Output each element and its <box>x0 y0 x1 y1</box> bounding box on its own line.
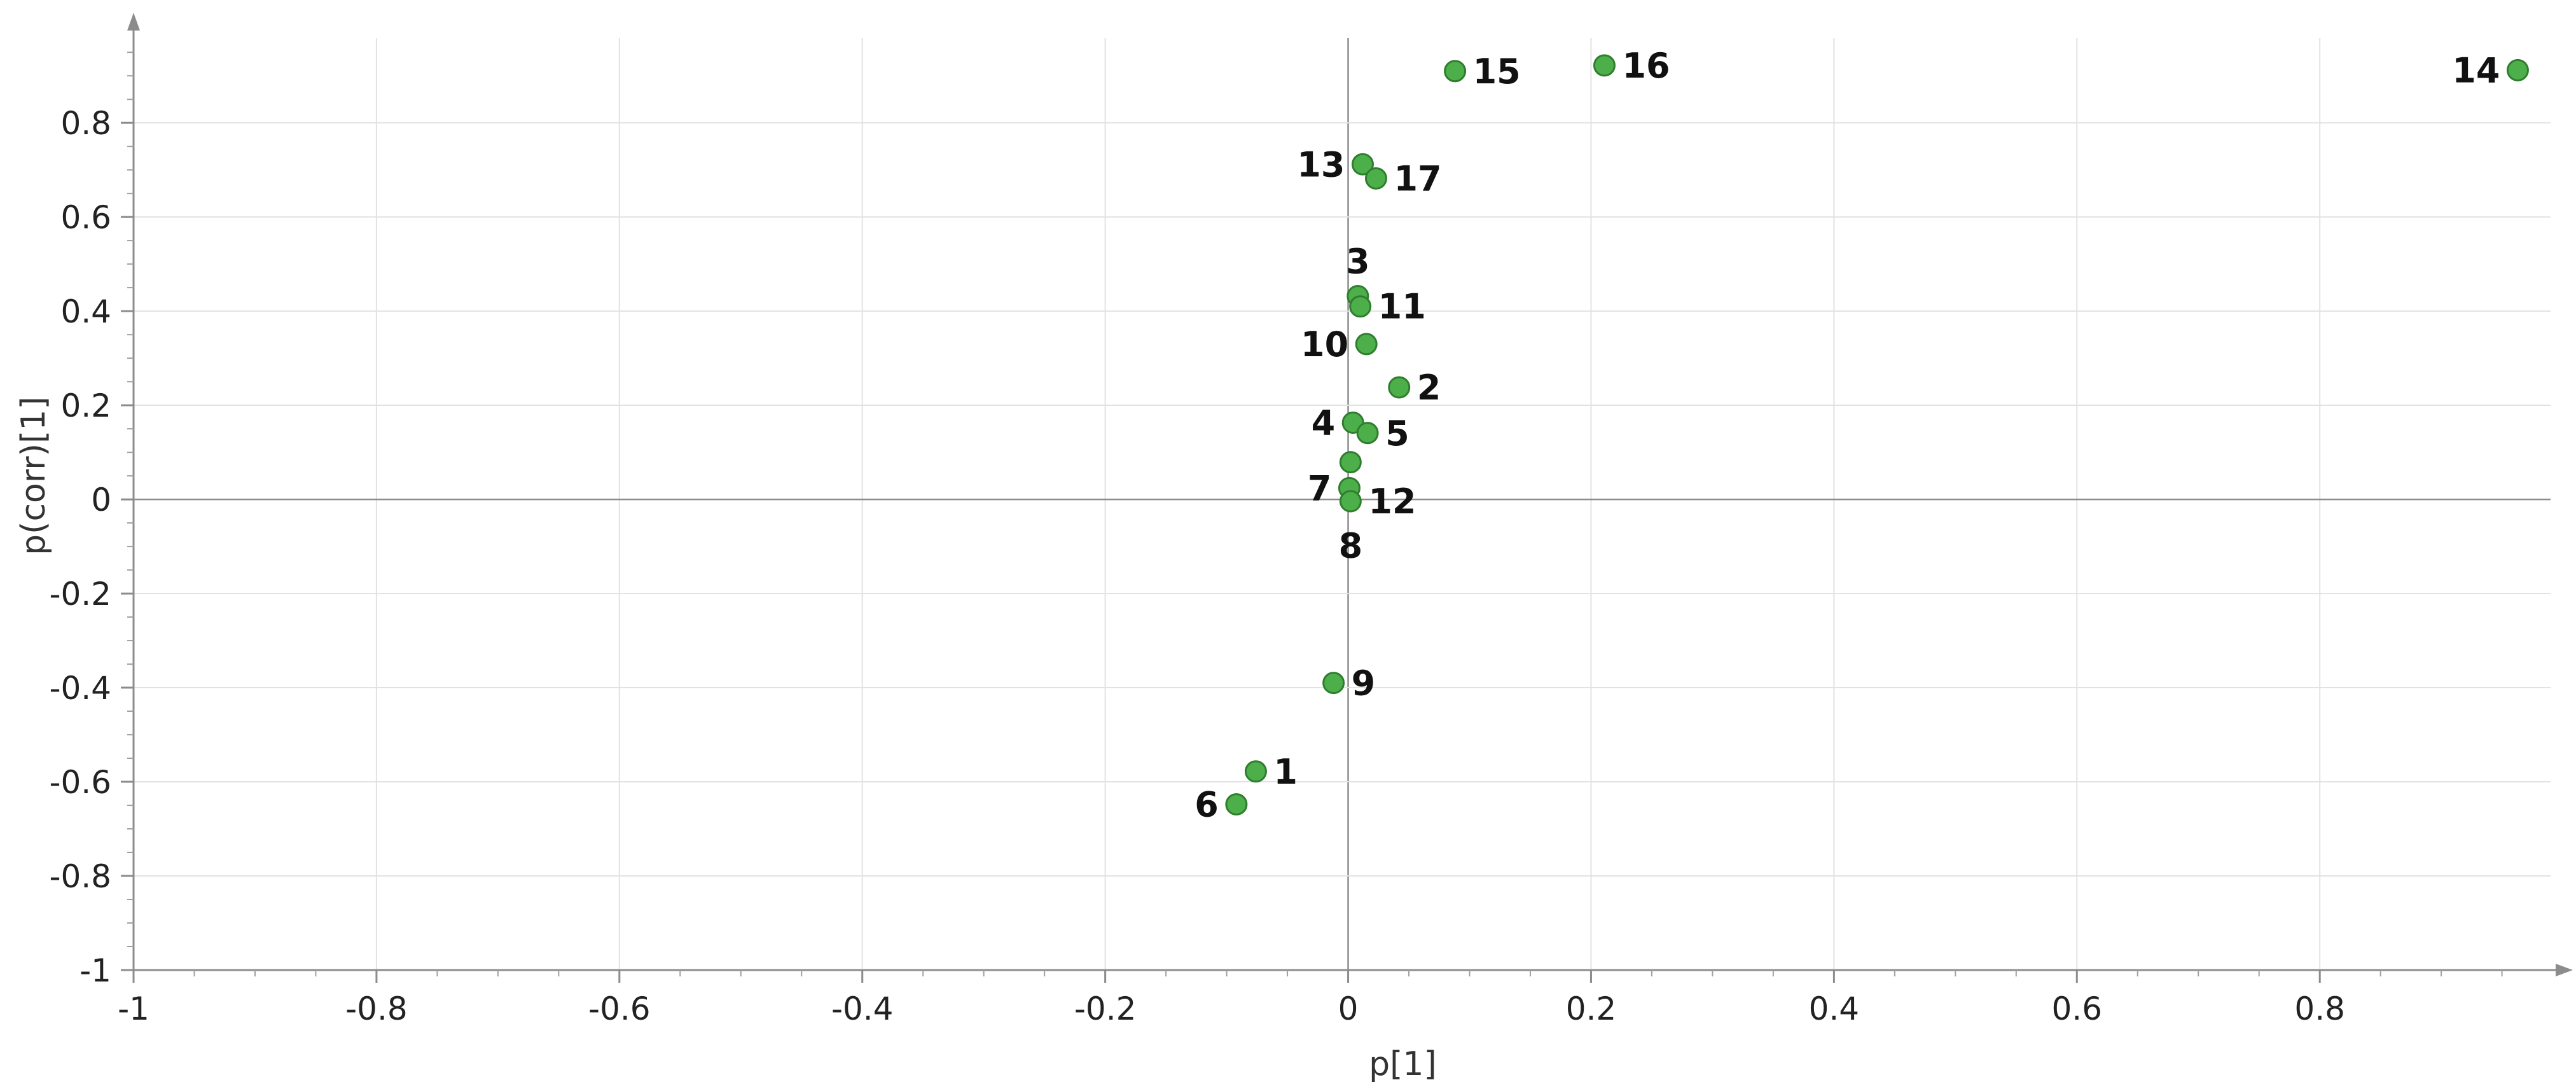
data-point <box>1322 672 1345 695</box>
x-tick-label: -0.4 <box>831 990 894 1027</box>
x-tick-label: -0.6 <box>588 990 651 1027</box>
point-label: 12 <box>1368 482 1416 522</box>
point-label: 17 <box>1394 158 1441 198</box>
x-tick-label: 0.4 <box>1809 990 1860 1027</box>
data-point <box>1225 793 1248 816</box>
data-point <box>1349 295 1372 318</box>
y-tick-label: -1 <box>80 952 111 989</box>
data-point <box>1339 451 1362 474</box>
point-label: 3 <box>1346 241 1370 281</box>
x-axis-title: p[1] <box>1369 1045 1437 1083</box>
data-point <box>1364 167 1387 190</box>
axis-ticks: -1 -0.8 -0.6 -0.4 -0.2 0 0.2 0.4 0.6 0.8 -1 -0.8 -0.… <box>49 52 2503 1027</box>
x-tick-label: -0.8 <box>345 990 408 1027</box>
x-tick-label: -1 <box>118 990 149 1027</box>
y-axis-title: p(corr)[1] <box>15 396 53 555</box>
data-point <box>1351 153 1374 176</box>
x-axis-arrow <box>2556 964 2573 976</box>
point-label: 10 <box>1301 324 1348 364</box>
y-tick-label: 0 <box>91 482 111 518</box>
point-label: 4 <box>1312 403 1336 443</box>
point-label: 13 <box>1297 144 1345 184</box>
data-point <box>1593 54 1616 77</box>
data-point <box>1355 333 1378 356</box>
y-tick-label: -0.4 <box>49 670 111 707</box>
data-point <box>1356 422 1379 445</box>
point-label: 16 <box>1622 46 1670 86</box>
x-tick-label: 0 <box>1338 990 1359 1027</box>
point-label: 9 <box>1352 663 1376 704</box>
x-tick-label: 0.6 <box>2052 990 2103 1027</box>
axes <box>127 13 2573 976</box>
point-label: 7 <box>1308 468 1332 508</box>
x-tick-label: 0.8 <box>2294 990 2345 1027</box>
data-point <box>1444 60 1467 83</box>
x-tick-label: 0.2 <box>1566 990 1617 1027</box>
y-tick-label: 0.8 <box>60 105 111 142</box>
x-tick-label: -0.2 <box>1074 990 1137 1027</box>
point-label: 5 <box>1385 413 1409 454</box>
point-label: 11 <box>1378 287 1426 327</box>
y-tick-label: 0.2 <box>60 387 111 424</box>
data-point <box>2506 59 2529 81</box>
y-tick-label: -0.8 <box>49 858 111 895</box>
point-label: 15 <box>1473 52 1521 92</box>
data-point <box>1244 760 1267 783</box>
point-label: 2 <box>1417 368 1441 408</box>
y-axis-arrow <box>127 13 140 31</box>
point-label: 6 <box>1195 785 1219 825</box>
y-tick-label: -0.6 <box>49 764 111 801</box>
point-label: 1 <box>1273 752 1298 792</box>
data-point <box>1339 490 1362 513</box>
y-tick-label: 0.6 <box>60 199 111 236</box>
point-label: 14 <box>2452 50 2500 90</box>
data-point <box>1388 376 1411 399</box>
y-tick-label: -0.2 <box>49 576 111 613</box>
point-label: 8 <box>1339 526 1363 566</box>
y-tick-label: 0.4 <box>60 293 111 330</box>
